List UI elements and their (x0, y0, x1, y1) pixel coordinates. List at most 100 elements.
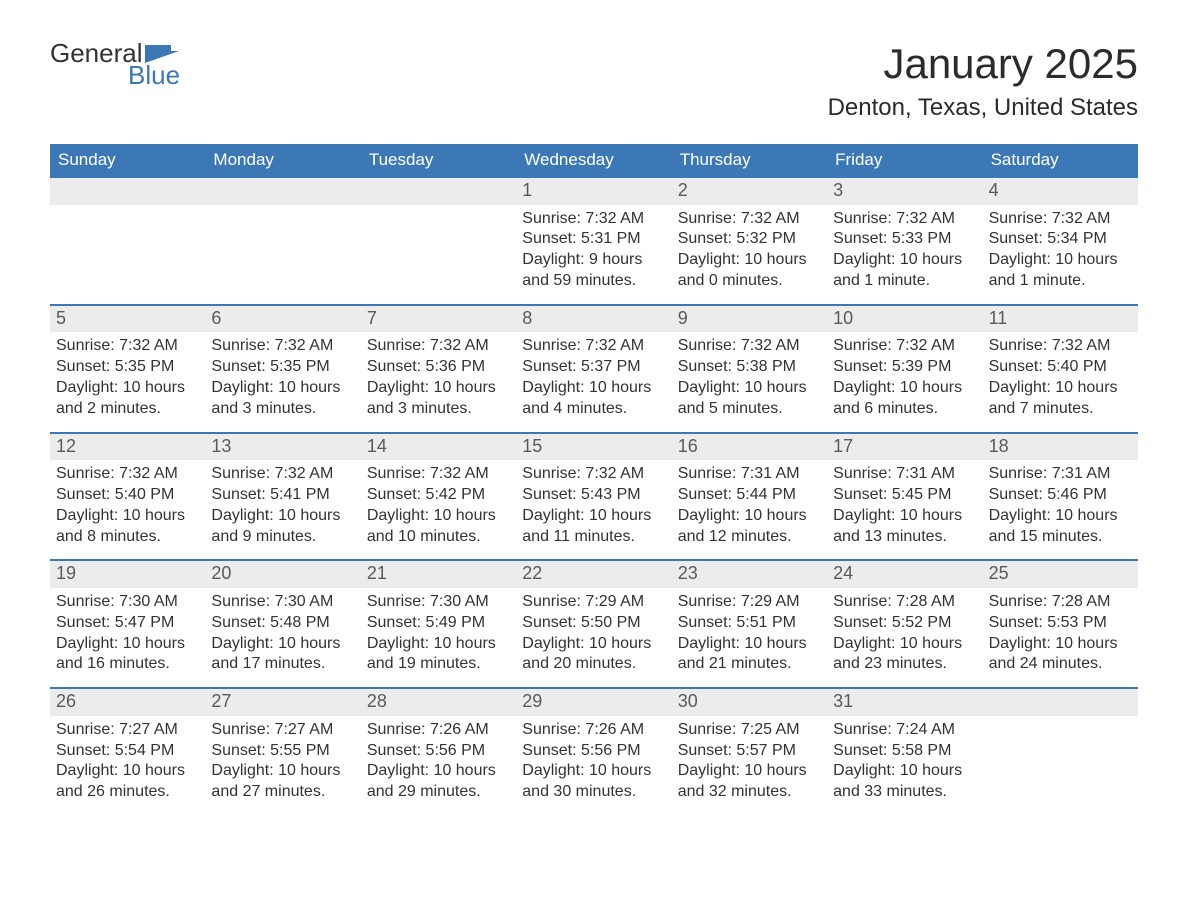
weekday-sun: Sunday (50, 144, 205, 178)
daylight2-text: and 5 minutes. (678, 399, 821, 420)
daylight2-text: and 3 minutes. (367, 399, 510, 420)
day-number: 12 (50, 434, 205, 461)
daylight1-text: Daylight: 10 hours (211, 634, 354, 655)
day-cell: Sunrise: 7:32 AMSunset: 5:38 PMDaylight:… (672, 332, 827, 431)
day-number: 2 (672, 178, 827, 205)
sunset-text: Sunset: 5:47 PM (56, 613, 199, 634)
sunset-text: Sunset: 5:51 PM (678, 613, 821, 634)
day-cell (50, 205, 205, 304)
daylight1-text: Daylight: 10 hours (833, 378, 976, 399)
daylight2-text: and 7 minutes. (989, 399, 1132, 420)
sunrise-text: Sunrise: 7:32 AM (678, 209, 821, 230)
daylight2-text: and 1 minute. (989, 271, 1132, 292)
daylight1-text: Daylight: 9 hours (522, 250, 665, 271)
weekday-wed: Wednesday (516, 144, 671, 178)
sunrise-text: Sunrise: 7:31 AM (678, 464, 821, 485)
daylight1-text: Daylight: 10 hours (211, 761, 354, 782)
day-cell: Sunrise: 7:27 AMSunset: 5:54 PMDaylight:… (50, 716, 205, 815)
day-number: 31 (827, 689, 982, 716)
day-number: 13 (205, 434, 360, 461)
weeks-container: 1234Sunrise: 7:32 AMSunset: 5:31 PMDayli… (50, 178, 1138, 815)
sunrise-text: Sunrise: 7:32 AM (56, 336, 199, 357)
sunrise-text: Sunrise: 7:32 AM (211, 336, 354, 357)
daylight2-text: and 24 minutes. (989, 654, 1132, 675)
sunrise-text: Sunrise: 7:24 AM (833, 720, 976, 741)
day-number: 1 (516, 178, 671, 205)
sunset-text: Sunset: 5:57 PM (678, 741, 821, 762)
day-cell: Sunrise: 7:32 AMSunset: 5:33 PMDaylight:… (827, 205, 982, 304)
daylight1-text: Daylight: 10 hours (522, 634, 665, 655)
daylight1-text: Daylight: 10 hours (989, 250, 1132, 271)
day-number (50, 178, 205, 205)
day-number: 7 (361, 306, 516, 333)
week-row: 19202122232425Sunrise: 7:30 AMSunset: 5:… (50, 559, 1138, 687)
location-subtitle: Denton, Texas, United States (828, 94, 1138, 122)
day-cell: Sunrise: 7:32 AMSunset: 5:43 PMDaylight:… (516, 460, 671, 559)
day-number: 18 (983, 434, 1138, 461)
day-cell: Sunrise: 7:31 AMSunset: 5:45 PMDaylight:… (827, 460, 982, 559)
daylight2-text: and 23 minutes. (833, 654, 976, 675)
daylight1-text: Daylight: 10 hours (833, 634, 976, 655)
daylight1-text: Daylight: 10 hours (522, 506, 665, 527)
daylight1-text: Daylight: 10 hours (367, 634, 510, 655)
weekday-thu: Thursday (672, 144, 827, 178)
daynum-row: 12131415161718 (50, 434, 1138, 461)
sunrise-text: Sunrise: 7:30 AM (367, 592, 510, 613)
daylight1-text: Daylight: 10 hours (56, 378, 199, 399)
sunrise-text: Sunrise: 7:25 AM (678, 720, 821, 741)
daylight1-text: Daylight: 10 hours (211, 506, 354, 527)
daylight1-text: Daylight: 10 hours (678, 761, 821, 782)
sunrise-text: Sunrise: 7:26 AM (522, 720, 665, 741)
content-row: Sunrise: 7:27 AM Sunset: 5:54 PM Daylight:… (50, 716, 1138, 815)
weekday-tue: Tuesday (361, 144, 516, 178)
sunset-text: Sunset: 5:44 PM (678, 485, 821, 506)
sunrise-text: Sunrise: 7:26 AM (367, 720, 510, 741)
daylight2-text: and 33 minutes. (833, 782, 976, 803)
day-cell (983, 716, 1138, 815)
sunrise-text: Sunrise: 7:32 AM (211, 464, 354, 485)
daylight2-text: and 27 minutes. (211, 782, 354, 803)
sunset-text: Sunset: 5:45 PM (833, 485, 976, 506)
day-number (983, 689, 1138, 716)
daylight1-text: Daylight: 10 hours (989, 378, 1132, 399)
day-cell: Sunrise: 7:32 AMSunset: 5:35 PMDaylight:… (50, 332, 205, 431)
sunrise-text: Sunrise: 7:32 AM (367, 336, 510, 357)
day-number: 20 (205, 561, 360, 588)
daylight2-text: and 16 minutes. (56, 654, 199, 675)
day-number: 28 (361, 689, 516, 716)
day-cell: Sunrise: 7:32 AMSunset: 5:40 PMDaylight:… (50, 460, 205, 559)
sunset-text: Sunset: 5:37 PM (522, 357, 665, 378)
sunset-text: Sunset: 5:46 PM (989, 485, 1132, 506)
day-cell: Sunrise: 7:32 AMSunset: 5:42 PMDaylight:… (361, 460, 516, 559)
day-number: 4 (983, 178, 1138, 205)
week-row: 567891011Sunrise: 7:32 AMSunset: 5:35 PM… (50, 304, 1138, 432)
day-cell: Sunrise: 7:24 AMSunset: 5:58 PMDaylight:… (827, 716, 982, 815)
day-cell: Sunrise: 7:32 AMSunset: 5:35 PMDaylight:… (205, 332, 360, 431)
daylight2-text: and 21 minutes. (678, 654, 821, 675)
sunrise-text: Sunrise: 7:31 AM (989, 464, 1132, 485)
daylight2-text: and 15 minutes. (989, 527, 1132, 548)
daylight1-text: Daylight: 10 hours (211, 378, 354, 399)
sunset-text: Sunset: 5:50 PM (522, 613, 665, 634)
daylight1-text: Daylight: 10 hours (678, 378, 821, 399)
daylight1-text: Daylight: 10 hours (833, 506, 976, 527)
sunset-text: Sunset: 5:56 PM (522, 741, 665, 762)
header: General Blue January 2025 Denton, Texas,… (50, 40, 1138, 136)
day-number: 17 (827, 434, 982, 461)
sunrise-text: Sunrise: 7:29 AM (678, 592, 821, 613)
sunrise-text: Sunrise: 7:27 AM (211, 720, 354, 741)
daylight1-text: Daylight: 10 hours (678, 250, 821, 271)
logo-text-bottom: Blue (128, 62, 180, 88)
day-cell: Sunrise: 7:32 AMSunset: 5:34 PMDaylight:… (983, 205, 1138, 304)
day-cell: Sunrise: 7:32 AMSunset: 5:32 PMDaylight:… (672, 205, 827, 304)
sunset-text: Sunset: 5:42 PM (367, 485, 510, 506)
day-number: 11 (983, 306, 1138, 333)
sunset-text: Sunset: 5:58 PM (833, 741, 976, 762)
daylight1-text: Daylight: 10 hours (522, 378, 665, 399)
daylight2-text: and 4 minutes. (522, 399, 665, 420)
weekday-mon: Monday (205, 144, 360, 178)
daylight2-text: and 1 minute. (833, 271, 976, 292)
daylight2-text: and 10 minutes. (367, 527, 510, 548)
sunset-text: Sunset: 5:54 PM (56, 741, 199, 762)
sunset-text: Sunset: 5:43 PM (522, 485, 665, 506)
